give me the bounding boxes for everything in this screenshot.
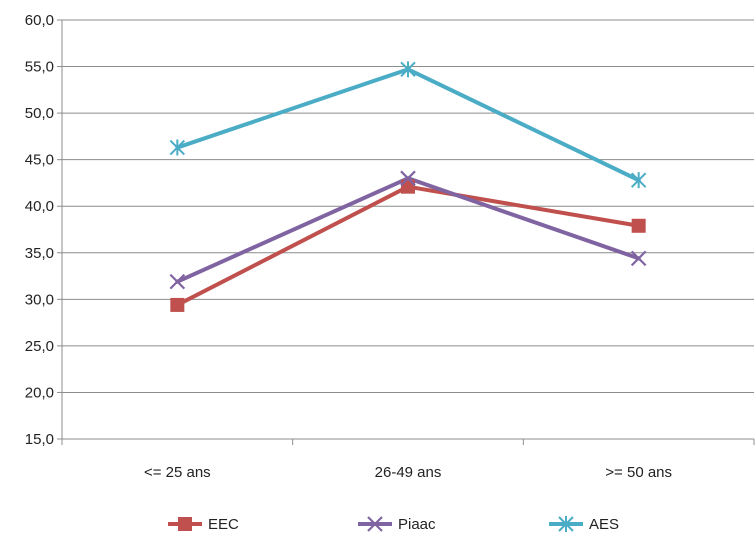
x-tick-label: <= 25 ans [144,464,211,481]
legend: EEC Piaac AES [168,516,619,533]
y-tick-label: 30,0 [25,291,54,308]
y-axis-tick-labels: 15,0 20,0 25,0 30,0 35,0 40,0 45,0 50,0 55,0 60,0 [25,12,54,448]
y-tick-label: 25,0 [25,338,54,355]
y-tick-label: 50,0 [25,105,54,122]
series-line-aes [175,67,641,183]
y-tick-label: 40,0 [25,198,54,215]
y-tick-label: 15,0 [25,431,54,448]
data-point-aes [630,172,647,189]
series-line-piaac [175,176,641,284]
legend-item-eec: EEC [168,516,239,533]
data-point-piaac [630,250,647,267]
axes [57,19,755,445]
legend-label: Piaac [398,516,436,533]
data-point-aes [400,61,416,78]
data-point-eec [631,218,646,233]
legend-label: AES [589,516,619,533]
y-tick-label: 55,0 [25,59,54,76]
data-point-aes [169,139,186,156]
legend-label: EEC [208,516,239,533]
x-tick-label: 26-49 ans [375,464,442,481]
legend-item-aes: AES [549,516,619,533]
y-tick-label: 60,0 [25,12,54,29]
series-line-eec [175,184,641,307]
legend-marker [367,516,383,532]
series-lines [169,61,647,312]
legend-marker [178,517,192,531]
legend-item-piaac: Piaac [358,516,436,533]
x-tick-label: >= 50 ans [605,464,672,481]
data-point-eec [170,297,185,312]
x-axis-tick-labels: <= 25 ans 26-49 ans >= 50 ans [144,464,672,481]
data-point-piaac [400,170,416,187]
data-point-piaac [169,273,186,290]
y-tick-label: 45,0 [25,152,54,169]
y-tick-label: 35,0 [25,245,54,262]
legend-marker [558,516,574,532]
y-tick-label: 20,0 [25,384,54,401]
